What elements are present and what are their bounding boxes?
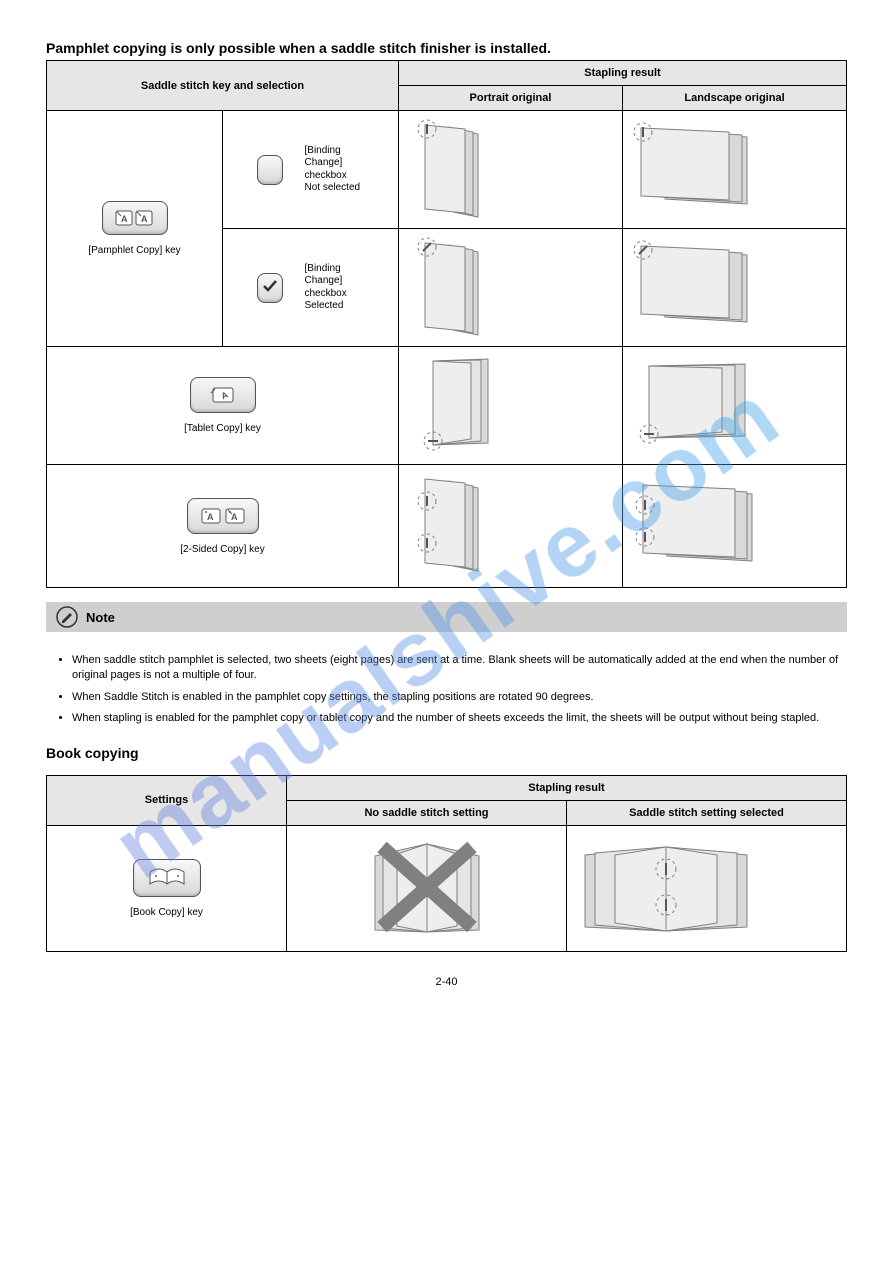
cell-result-4-p xyxy=(399,465,623,588)
open-book-saddle-staple-icon xyxy=(571,833,761,943)
pamphlet-copy-button[interactable]: A A xyxy=(102,201,168,235)
cross-icon xyxy=(357,832,497,942)
cell-tablet-key: A [Tablet Copy] key xyxy=(47,347,399,465)
book-icon xyxy=(144,866,190,890)
th-result-2: Stapling result xyxy=(287,775,847,800)
note-title: Note xyxy=(86,610,115,625)
binding-state-1a: Not selected xyxy=(305,182,361,193)
th-yes-saddle: Saddle stitch setting selected xyxy=(567,800,847,825)
cell-result-3-p xyxy=(399,347,623,465)
th-portrait: Portrait original xyxy=(399,86,623,111)
checkbox-checked[interactable] xyxy=(257,273,283,303)
booklet-portrait-diag-staple-icon xyxy=(403,235,498,340)
booklet-landscape-2staple-icon xyxy=(627,479,762,574)
book-copy-button[interactable] xyxy=(133,859,201,897)
binding-label-1a: [Binding Change] checkbox xyxy=(305,145,347,181)
cell-book-yes xyxy=(567,825,847,951)
note-list: When saddle stitch pamphlet is selected,… xyxy=(46,643,847,727)
cell-result-4-l xyxy=(623,465,847,588)
tablet-key-label: [Tablet Copy] key xyxy=(184,423,261,434)
svg-text:A: A xyxy=(207,512,214,522)
table-staple-modes: Saddle stitch key and selection Stapling… xyxy=(46,60,847,588)
table-book-copy: Settings Stapling result No saddle stitc… xyxy=(46,775,847,952)
book-copying-title: Book copying xyxy=(46,745,847,761)
booklet-portrait-topleft-staple-icon xyxy=(403,117,498,222)
note-3: When stapling is enabled for the pamphle… xyxy=(72,711,841,726)
svg-text:A: A xyxy=(141,214,148,224)
check-icon xyxy=(262,278,278,294)
cell-book-key: [Book Copy] key xyxy=(47,825,287,951)
pamphlet-icon: A A xyxy=(113,208,157,228)
note-header: Note xyxy=(46,602,847,632)
cell-result-1-l xyxy=(623,111,847,229)
2sided-icon: A A xyxy=(198,505,248,527)
note-2: When Saddle Stitch is enabled in the pam… xyxy=(72,690,841,705)
2sided-copy-button[interactable]: A A xyxy=(187,498,259,534)
booklet-landscape-bottomleft-icon xyxy=(627,358,757,453)
cell-result-3-l xyxy=(623,347,847,465)
cell-pamphlet-key: A A [Pamphlet Copy] key xyxy=(47,111,223,347)
cell-result-2-l xyxy=(623,229,847,347)
cell-book-no xyxy=(287,825,567,951)
tablet-copy-button[interactable]: A xyxy=(190,377,256,413)
th-landscape: Landscape original xyxy=(623,86,847,111)
cell-result-1-p xyxy=(399,111,623,229)
binding-state-1b: Selected xyxy=(305,300,344,311)
pamphlet-key-label: [Pamphlet Copy] key xyxy=(88,245,180,256)
cell-binding-not-selected: [Binding Change] checkbox Not selected xyxy=(223,111,399,229)
booklet-landscape-diag-staple-icon xyxy=(627,240,757,335)
svg-text:A: A xyxy=(121,214,128,224)
note-1: When saddle stitch pamphlet is selected,… xyxy=(72,653,841,684)
binding-label-1b: [Binding Change] checkbox xyxy=(305,263,347,299)
book-key-label: [Book Copy] key xyxy=(130,907,203,918)
th-settings: Settings xyxy=(47,775,287,825)
checkbox-unchecked[interactable] xyxy=(257,155,283,185)
th-key-selection: Saddle stitch key and selection xyxy=(47,61,399,111)
blank-checkbox-icon xyxy=(262,160,278,176)
intro-text: Pamphlet copying is only possible when a… xyxy=(46,40,847,56)
cell-result-2-p xyxy=(399,229,623,347)
2sided-key-label: [2-Sided Copy] key xyxy=(180,544,265,555)
booklet-portrait-bottomleft-icon xyxy=(403,353,503,458)
page: Pamphlet copying is only possible when a… xyxy=(0,0,893,1008)
th-no-saddle: No saddle stitch setting xyxy=(287,800,567,825)
booklet-portrait-2staple-icon xyxy=(403,471,498,581)
tablet-icon: A xyxy=(201,384,245,406)
pencil-icon xyxy=(56,606,78,628)
booklet-landscape-topleft-staple-icon xyxy=(627,122,757,217)
page-number: 2-40 xyxy=(46,976,847,1008)
cell-2sided-key: A A [2-Sided Copy] key xyxy=(47,465,399,588)
cell-binding-selected: [Binding Change] checkbox Selected xyxy=(223,229,399,347)
th-result: Stapling result xyxy=(399,61,847,86)
